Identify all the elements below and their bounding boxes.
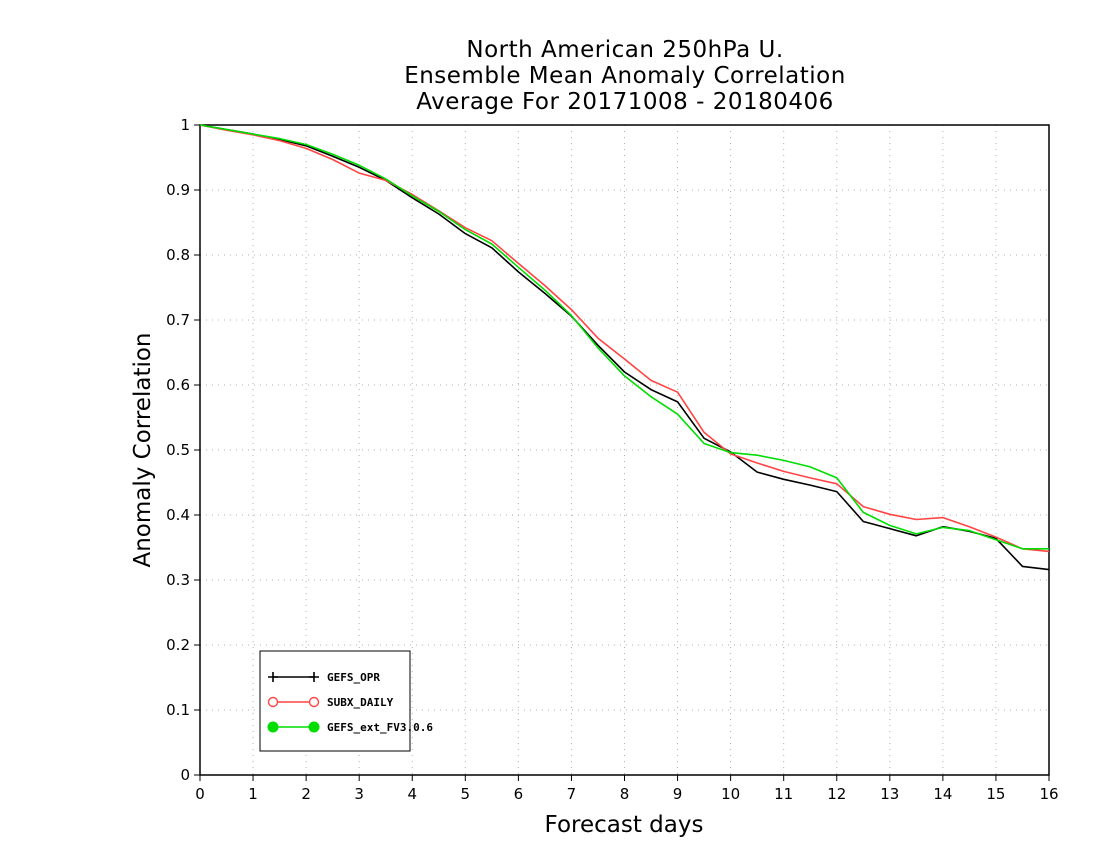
legend-marker-filled-circle — [267, 721, 279, 733]
x-tick-label: 6 — [514, 785, 524, 803]
x-tick-label: 12 — [827, 785, 846, 803]
x-tick-label: 9 — [673, 785, 683, 803]
y-tick-label: 0.7 — [166, 311, 190, 329]
series-line-1 — [199, 124, 1050, 571]
legend-marker-open-circle — [308, 696, 320, 708]
x-tick-label: 2 — [301, 785, 311, 803]
series-group — [199, 124, 1050, 571]
series-line-2 — [199, 124, 1050, 553]
y-tick-label: 0 — [180, 766, 190, 784]
y-tick-label: 0.2 — [166, 636, 190, 654]
legend: GEFS_OPR SUBX_DAILY GEFS_ext_FV3.0.6 — [259, 650, 433, 752]
chart-title-line-3: Average For 20171008 - 20180406 — [416, 89, 834, 115]
x-tick-label: 4 — [407, 785, 417, 803]
x-tick-label: 10 — [721, 785, 740, 803]
y-tick-label: 0.3 — [166, 571, 190, 589]
x-tick-label: 0 — [195, 785, 205, 803]
legend-marker-plus — [268, 672, 278, 682]
y-tick-label: 0.8 — [166, 246, 190, 264]
x-tick-label: 15 — [986, 785, 1005, 803]
y-tick-label: 0.5 — [166, 441, 190, 459]
x-tick-label: 16 — [1039, 785, 1058, 803]
x-tick-label: 14 — [933, 785, 952, 803]
x-tick-label: 13 — [880, 785, 899, 803]
x-tick-label: 3 — [354, 785, 364, 803]
y-tick-label: 0.1 — [166, 701, 190, 719]
y-axis-label: Anomaly Correlation — [130, 332, 156, 567]
chart-title-line-1: North American 250hPa U. — [466, 37, 784, 63]
axis-ticks: 0 1 2 3 4 5 6 7 8 9 10 11 12 13 14 15 1600.10.20.30.40.5… — [166, 116, 1058, 803]
legend-marker-filled-circle — [308, 721, 320, 733]
grid-lines — [200, 125, 1049, 775]
x-tick-label: 5 — [461, 785, 471, 803]
legend-label-3: GEFS_ext_FV3.0.6 — [327, 721, 433, 734]
series-line-3 — [199, 124, 1049, 550]
x-tick-label: 7 — [567, 785, 577, 803]
x-tick-label: 8 — [620, 785, 630, 803]
x-tick-label: 11 — [774, 785, 793, 803]
x-tick-label: 1 — [248, 785, 258, 803]
legend-label-2: SUBX_DAILY — [327, 696, 394, 709]
y-tick-label: 0.4 — [166, 506, 190, 524]
legend-label-1: GEFS_OPR — [327, 671, 380, 684]
legend-marker-plus — [309, 672, 319, 682]
y-tick-label: 0.6 — [166, 376, 190, 394]
legend-marker-open-circle — [267, 696, 279, 708]
y-tick-label: 1 — [180, 116, 190, 134]
y-tick-label: 0.9 — [166, 181, 190, 199]
chart-title-line-2: Ensemble Mean Anomaly Correlation — [404, 63, 846, 89]
legend-box — [259, 650, 411, 752]
x-axis-label: Forecast days — [545, 812, 704, 838]
